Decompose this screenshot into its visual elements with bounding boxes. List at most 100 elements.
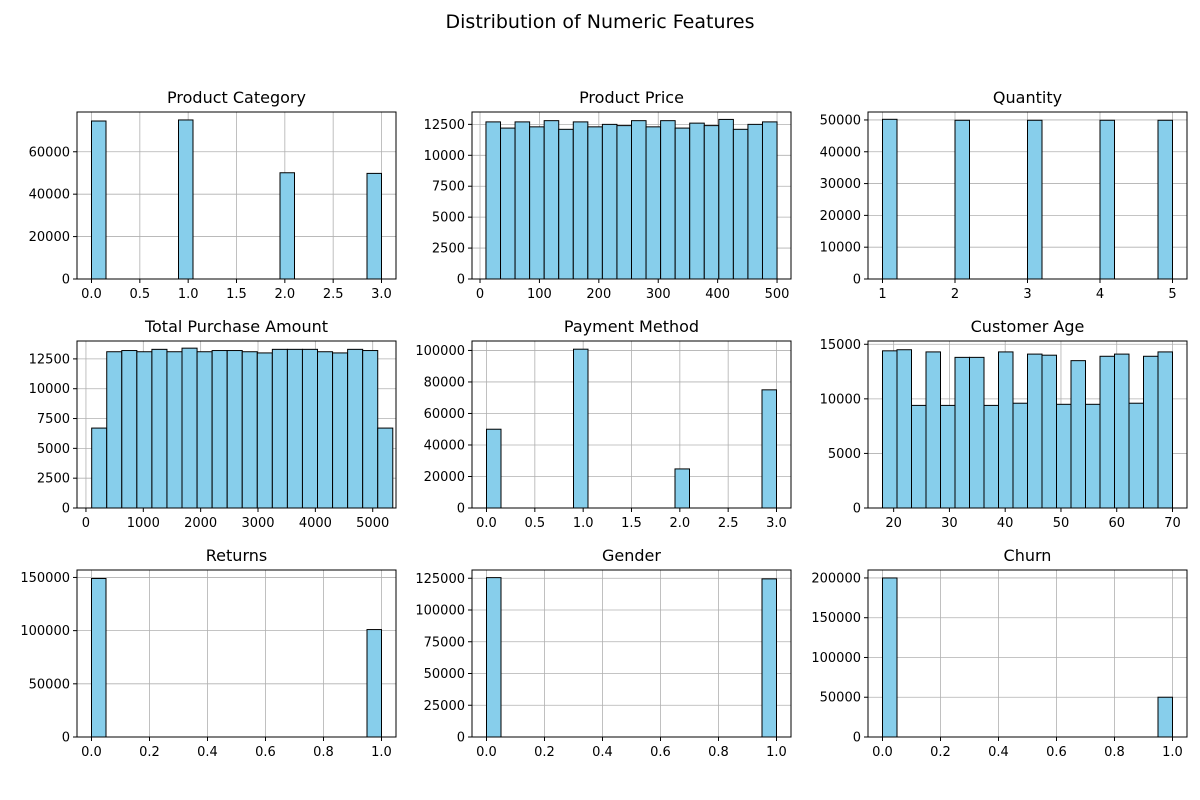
histogram-bar xyxy=(674,127,691,280)
histogram-bar xyxy=(166,351,183,509)
y-tick-label: 150000 xyxy=(20,571,70,586)
y-tick-label: 0 xyxy=(62,273,70,288)
histogram-bar xyxy=(882,118,898,280)
x-tick-label: 1 xyxy=(878,287,886,302)
x-tick-label: 0.0 xyxy=(872,745,893,760)
x-tick-label: 300 xyxy=(646,287,671,302)
histogram-panel: Gender 0.0 0.2 0.4 0.6 0.8 1.0 0 25000 50000 75000… xyxy=(415,546,792,760)
histogram-bar xyxy=(998,351,1014,509)
axes-frame xyxy=(76,569,397,738)
axes-frame xyxy=(76,340,397,509)
histogram-bar xyxy=(587,126,603,280)
histogram-bar xyxy=(882,350,898,509)
axes-frame xyxy=(471,111,792,280)
histogram-bar xyxy=(486,577,502,738)
histogram-bar xyxy=(761,389,777,509)
histogram-bar xyxy=(241,351,258,509)
x-tick-label: 2.5 xyxy=(323,287,344,302)
histogram-bar xyxy=(558,128,574,280)
y-tick-label: 20000 xyxy=(820,209,861,224)
histogram-bar xyxy=(500,127,516,280)
y-tick-label: 60000 xyxy=(424,407,465,422)
y-tick-label: 40000 xyxy=(424,438,465,453)
histogram-bar xyxy=(121,350,138,509)
x-tick-label: 0.2 xyxy=(139,745,160,760)
histogram-bar xyxy=(485,121,502,280)
x-tick-label: 0.5 xyxy=(524,516,545,531)
histogram-bar xyxy=(954,356,970,509)
axes-frame xyxy=(867,340,1188,509)
histogram-bar xyxy=(660,120,676,280)
histogram-bar xyxy=(674,468,690,509)
histogram-bar xyxy=(362,350,379,509)
x-tick-label: 0.4 xyxy=(197,745,218,760)
y-tick-label: 100000 xyxy=(20,624,70,639)
x-tick-label: 100 xyxy=(527,287,552,302)
x-tick-label: 1.0 xyxy=(371,745,392,760)
x-tick-label: 3 xyxy=(1023,287,1031,302)
histogram-bar xyxy=(572,121,589,280)
x-tick-label: 0.8 xyxy=(1104,745,1125,760)
histogram-bar xyxy=(1041,354,1057,509)
x-tick-label: 2.0 xyxy=(274,287,295,302)
y-tick-label: 100000 xyxy=(415,344,465,359)
histogram-bar xyxy=(1085,403,1101,509)
y-tick-label: 5000 xyxy=(828,447,861,462)
histogram-bar xyxy=(91,120,107,280)
x-tick-label: 1.0 xyxy=(1162,745,1183,760)
histogram-bar xyxy=(529,126,545,280)
y-tick-label: 5000 xyxy=(432,211,465,226)
y-tick-label: 50000 xyxy=(820,691,861,706)
histogram-bar xyxy=(1070,360,1086,509)
histogram-bar xyxy=(718,118,734,280)
panel-title: Customer Age xyxy=(971,317,1085,336)
x-tick-label: 0.0 xyxy=(476,745,497,760)
x-tick-label: 3.0 xyxy=(766,516,787,531)
histogram-bar xyxy=(279,172,295,280)
y-tick-label: 40000 xyxy=(820,145,861,160)
axes-frame xyxy=(867,569,1188,738)
x-tick-label: 0.4 xyxy=(988,745,1009,760)
histogram-panel: Total Purchase Amount 0 1000 2000 3000 4000 50… xyxy=(29,317,397,531)
x-tick-label: 0.8 xyxy=(708,745,729,760)
panel-title: Quantity xyxy=(993,88,1062,107)
x-tick-label: 70 xyxy=(1164,516,1181,531)
x-tick-label: 5000 xyxy=(356,516,389,531)
histogram-bar xyxy=(645,126,662,280)
y-tick-label: 0 xyxy=(853,502,861,517)
histogram-bar xyxy=(1012,402,1028,509)
x-tick-label: 20 xyxy=(885,516,902,531)
x-tick-label: 4 xyxy=(1096,287,1104,302)
x-tick-label: 50 xyxy=(1053,516,1070,531)
histogram-bar xyxy=(196,351,213,509)
x-tick-label: 1.0 xyxy=(573,516,594,531)
panel-title: Returns xyxy=(206,546,267,565)
x-tick-label: 0.4 xyxy=(592,745,613,760)
histogram-bar xyxy=(136,351,153,509)
y-tick-label: 50000 xyxy=(29,677,70,692)
histogram-bar xyxy=(1027,353,1043,509)
y-tick-label: 7500 xyxy=(432,180,465,195)
x-tick-label: 40 xyxy=(997,516,1014,531)
histogram-bar xyxy=(317,351,334,509)
histogram-bar xyxy=(1114,353,1130,509)
x-tick-label: 1.5 xyxy=(621,516,642,531)
panel-title: Payment Method xyxy=(564,317,699,336)
panel-title: Product Price xyxy=(579,88,684,107)
panel-title: Churn xyxy=(1004,546,1052,565)
histogram-bar xyxy=(151,348,168,509)
x-tick-label: 2000 xyxy=(184,516,217,531)
histogram-bar xyxy=(1099,119,1115,280)
x-tick-label: 0.6 xyxy=(255,745,276,760)
histogram-bar xyxy=(703,125,720,280)
histogram-bar xyxy=(896,349,912,509)
histogram-bar xyxy=(366,629,382,738)
y-tick-label: 2500 xyxy=(37,472,70,487)
y-tick-label: 10000 xyxy=(29,382,70,397)
histogram-panel: Churn 0.0 0.2 0.4 0.6 0.8 1.0 0 50000 100000 15000… xyxy=(811,546,1188,760)
x-tick-label: 0.6 xyxy=(1046,745,1067,760)
y-tick-label: 0 xyxy=(457,502,465,517)
histogram-panel: Customer Age 20 30 40 50 60 70 0 5000 10000 15000 xyxy=(820,317,1188,531)
histogram-bar xyxy=(271,348,288,509)
